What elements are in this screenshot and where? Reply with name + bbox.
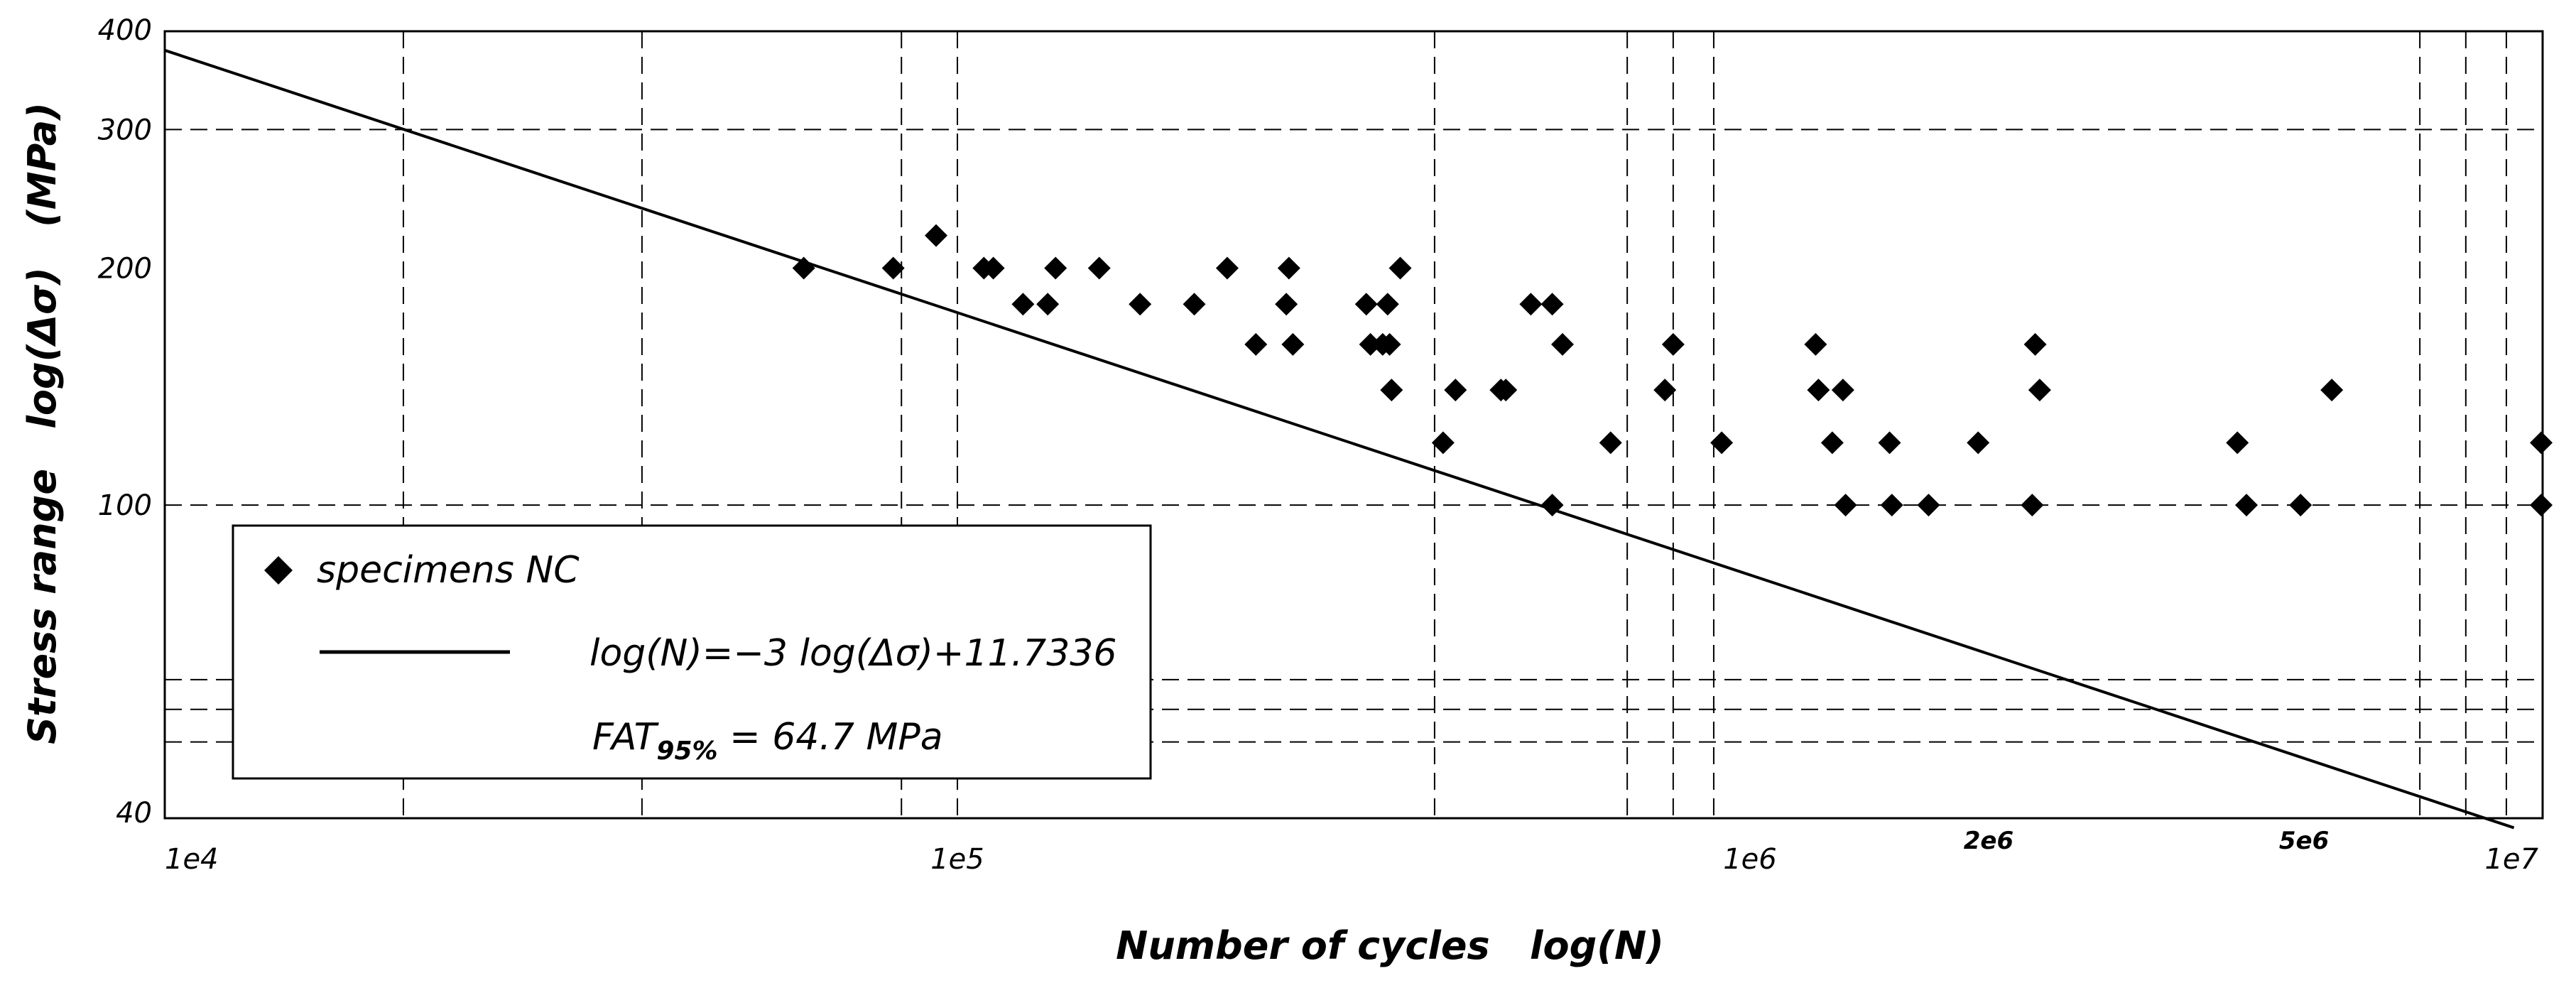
fatigue-regression-line (164, 48, 2515, 830)
fat-subscript: 95% (656, 737, 717, 766)
data-point-47 (2226, 431, 2249, 455)
y-tick-label-200: 200 (98, 253, 152, 286)
y-tick-label-40: 40 (116, 797, 152, 830)
x-tick-label-2e6: 2e6 (1964, 827, 2013, 855)
data-point-23 (1431, 431, 1455, 455)
data-point-21 (1380, 379, 1403, 402)
data-point-9 (1129, 293, 1152, 316)
data-point-10 (1183, 293, 1206, 316)
legend-line-label: log(N)=−3 log(Δσ)+11.7336 (589, 632, 1116, 675)
data-points (792, 224, 2553, 517)
data-point-26 (1494, 379, 1518, 402)
data-point-8 (1087, 256, 1111, 280)
data-point-17 (1359, 332, 1382, 356)
data-point-34 (1710, 431, 1734, 455)
data-point-50 (2320, 379, 2344, 402)
y-axis-ticks: 40 100 200 300 400 (98, 14, 152, 830)
fat-value: = 64.7 MPa (718, 716, 943, 759)
data-point-43 (1967, 431, 1990, 455)
y-tick-label-400: 400 (98, 14, 152, 47)
x-tick-label-1e5: 1e5 (930, 843, 984, 876)
data-point-16 (1354, 293, 1378, 316)
data-point-5 (1011, 293, 1035, 316)
data-point-15 (1281, 332, 1305, 356)
data-point-40 (1878, 431, 1901, 455)
data-point-33 (1661, 332, 1685, 356)
data-point-45 (2023, 332, 2047, 356)
y-axis-title: Stress range log(Δσ) (MPa) (20, 102, 65, 744)
y-tick-label-100: 100 (98, 489, 152, 522)
data-point-12 (1244, 332, 1268, 356)
data-point-11 (1215, 256, 1239, 280)
data-point-44 (2021, 494, 2044, 517)
data-point-36 (1807, 379, 1830, 402)
data-point-22 (1388, 256, 1412, 280)
data-point-51 (2530, 431, 2553, 455)
x-tick-label-1e6: 1e6 (1723, 843, 1777, 876)
data-point-42 (1917, 494, 1940, 517)
data-point-7 (1044, 256, 1067, 280)
x-tick-label-5e6: 5e6 (2279, 827, 2329, 855)
y-tick-label-300: 300 (98, 114, 152, 146)
data-point-31 (1599, 431, 1622, 455)
data-point-14 (1277, 256, 1300, 280)
data-point-41 (1880, 494, 1903, 517)
fat-prefix: FAT (592, 716, 660, 759)
data-point-37 (1820, 431, 1844, 455)
data-point-46 (2028, 379, 2051, 402)
x-axis-ticks: 1e4 1e5 1e6 2e6 5e6 1e7 (165, 827, 2539, 876)
data-point-38 (1831, 379, 1854, 402)
data-point-28 (1540, 293, 1564, 316)
legend-marker-label: specimens NC (317, 549, 580, 592)
data-point-2 (925, 224, 948, 247)
x-tick-label-1e4: 1e4 (165, 843, 219, 876)
data-point-49 (2289, 494, 2313, 517)
legend-fat-label: FAT95% = 64.7 MPa (592, 716, 943, 766)
legend-diamond-marker (264, 556, 293, 585)
data-point-4 (982, 256, 1005, 280)
x-axis-title: Number of cycles log(N) (1116, 923, 1664, 968)
data-point-35 (1804, 332, 1827, 356)
data-point-6 (1036, 293, 1060, 316)
data-point-24 (1444, 379, 1467, 402)
data-point-0 (792, 256, 815, 280)
plot-frame (163, 30, 2544, 820)
data-point-30 (1550, 332, 1574, 356)
data-point-48 (2234, 494, 2258, 517)
data-point-39 (1834, 494, 1857, 517)
data-point-52 (2530, 494, 2553, 517)
data-point-1 (881, 256, 905, 280)
data-point-20 (1378, 332, 1401, 356)
data-point-27 (1519, 293, 1543, 316)
fatigue-line-layer (164, 48, 2515, 830)
legend: specimens NC log(N)=−3 log(Δσ)+11.7336 F… (232, 524, 1152, 780)
data-point-19 (1376, 293, 1399, 316)
data-point-32 (1653, 379, 1677, 402)
data-point-13 (1275, 293, 1298, 316)
data-point-29 (1540, 494, 1564, 517)
x-tick-label-1e7: 1e7 (2484, 843, 2538, 876)
